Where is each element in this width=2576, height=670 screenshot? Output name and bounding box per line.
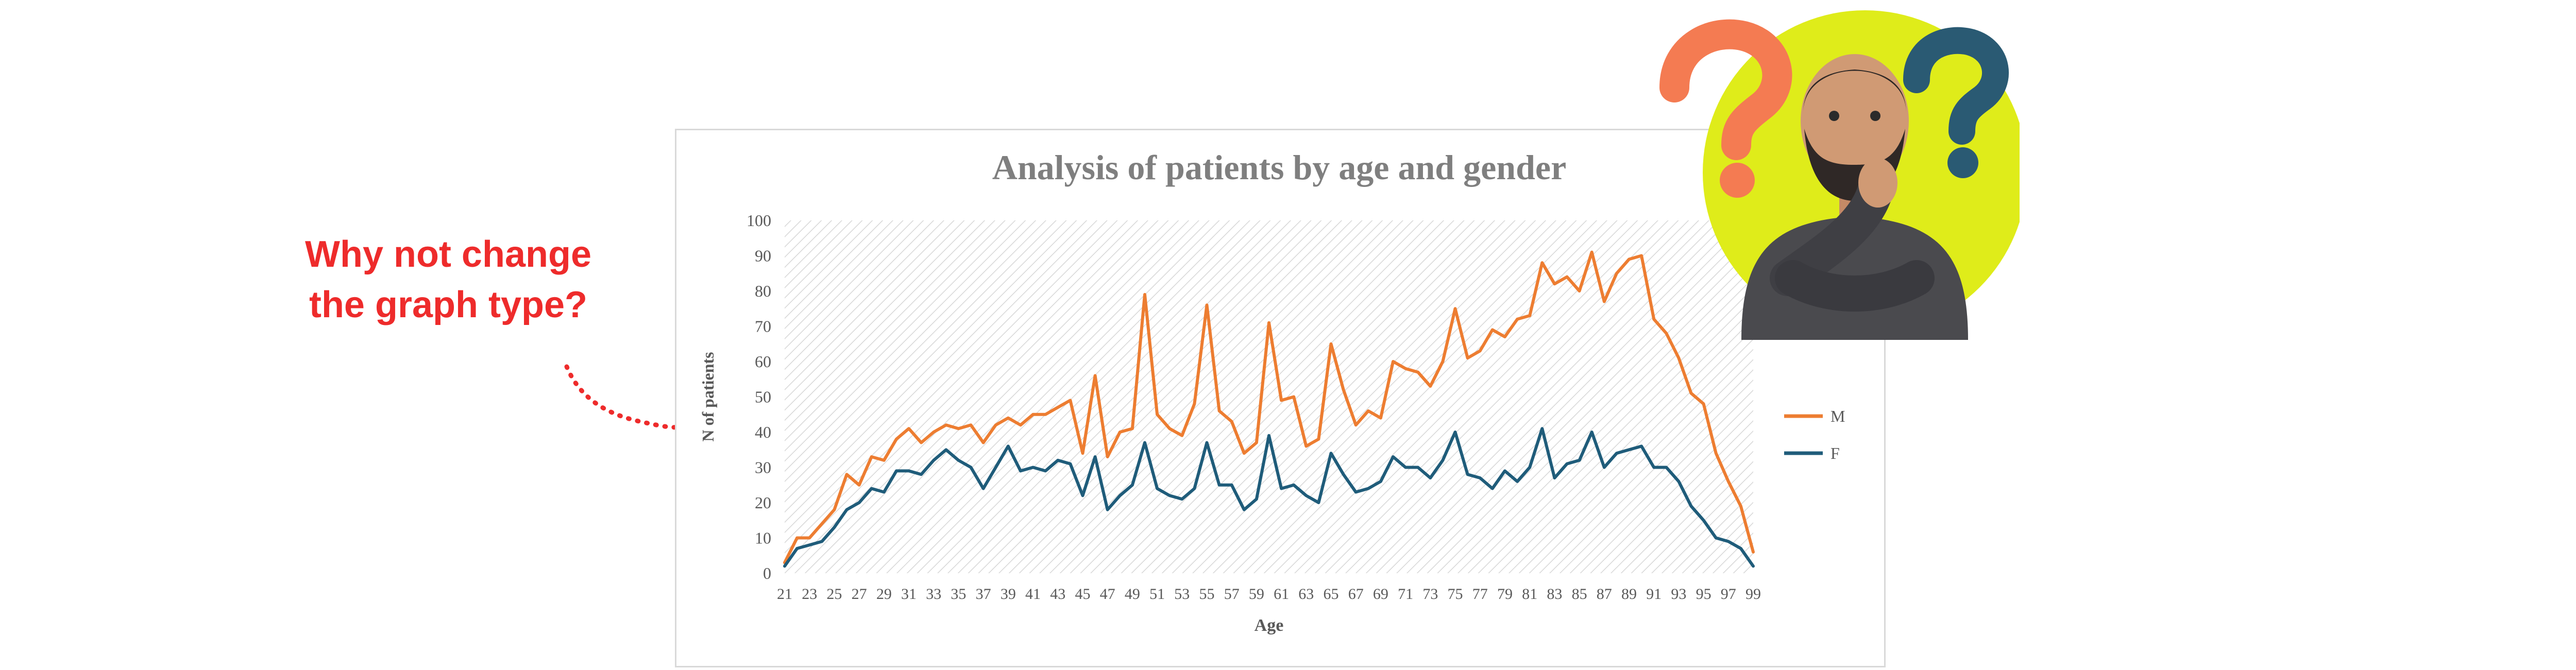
y-tick-label: 70 bbox=[755, 317, 771, 336]
thinking-man-illustration bbox=[1659, 10, 2020, 340]
x-tick-label: 69 bbox=[1373, 586, 1388, 603]
x-tick-label: 99 bbox=[1745, 586, 1761, 603]
series-line-f bbox=[783, 427, 1755, 568]
x-tick-label: 81 bbox=[1522, 586, 1537, 603]
x-tick-label: 43 bbox=[1050, 586, 1065, 603]
x-tick-label: 95 bbox=[1696, 586, 1711, 603]
series-lines bbox=[783, 250, 1755, 568]
dotted-arrow bbox=[564, 364, 685, 430]
x-tick-label: 49 bbox=[1125, 586, 1140, 603]
x-tick-label: 65 bbox=[1324, 586, 1339, 603]
line-chart: Analysis of patients by age and gender 0… bbox=[699, 148, 1845, 635]
x-tick-label: 79 bbox=[1497, 586, 1513, 603]
y-axis-label: N of patients bbox=[699, 352, 717, 441]
man-figure-icon bbox=[1741, 54, 1968, 340]
x-tick-label: 59 bbox=[1249, 586, 1264, 603]
x-axis-label: Age bbox=[1255, 616, 1284, 635]
y-tick-label: 10 bbox=[755, 529, 771, 547]
x-tick-label: 71 bbox=[1398, 586, 1413, 603]
y-tick-label: 40 bbox=[755, 423, 771, 441]
x-tick-label: 27 bbox=[852, 586, 867, 603]
x-tick-label: 21 bbox=[777, 586, 792, 603]
y-tick-label: 60 bbox=[755, 352, 771, 371]
x-tick-label: 25 bbox=[826, 586, 842, 603]
x-tick-label: 77 bbox=[1472, 586, 1488, 603]
x-tick-label: 67 bbox=[1348, 586, 1364, 603]
y-tick-label: 100 bbox=[747, 211, 771, 230]
x-tick-label: 39 bbox=[1001, 586, 1016, 603]
y-tick-label: 90 bbox=[755, 247, 771, 265]
x-axis: 21 23 25 27 29 31 33 35 37 39 41 43 45 47 49 51 53 55 57 59… bbox=[777, 586, 1761, 603]
x-tick-label: 37 bbox=[976, 586, 991, 603]
y-axis: 0 10 20 30 40 50 60 70 80 90 100 bbox=[747, 211, 771, 582]
question-mark-right-icon bbox=[1903, 27, 2009, 178]
legend-label-f: F bbox=[1831, 444, 1840, 462]
x-tick-label: 45 bbox=[1075, 586, 1090, 603]
x-tick-label: 35 bbox=[951, 586, 966, 603]
y-tick-label: 20 bbox=[755, 493, 771, 512]
series-line-m bbox=[783, 250, 1755, 564]
x-tick-label: 47 bbox=[1100, 586, 1115, 603]
x-tick-label: 33 bbox=[926, 586, 941, 603]
y-tick-label: 80 bbox=[755, 282, 771, 300]
callout-text: Why not change the graph type? bbox=[242, 229, 654, 330]
x-tick-label: 53 bbox=[1174, 586, 1190, 603]
legend: MF bbox=[1784, 407, 1845, 462]
x-tick-label: 41 bbox=[1025, 586, 1041, 603]
x-tick-label: 29 bbox=[876, 586, 892, 603]
x-tick-label: 75 bbox=[1448, 586, 1463, 603]
y-tick-label: 30 bbox=[755, 458, 771, 477]
x-tick-label: 73 bbox=[1422, 586, 1438, 603]
x-tick-label: 31 bbox=[901, 586, 917, 603]
question-mark-left-icon bbox=[1659, 19, 1792, 198]
x-tick-label: 91 bbox=[1646, 586, 1662, 603]
x-tick-label: 57 bbox=[1224, 586, 1240, 603]
chart-title: Analysis of patients by age and gender bbox=[992, 148, 1567, 187]
plot-area bbox=[785, 220, 1753, 573]
callout-line-1: Why not change bbox=[305, 234, 591, 275]
x-tick-label: 93 bbox=[1671, 586, 1686, 603]
callout-line-2: the graph type? bbox=[309, 284, 588, 325]
x-tick-label: 87 bbox=[1597, 586, 1612, 603]
x-tick-label: 55 bbox=[1199, 586, 1214, 603]
x-tick-label: 89 bbox=[1621, 586, 1637, 603]
y-tick-label: 50 bbox=[755, 388, 771, 406]
x-tick-label: 83 bbox=[1547, 586, 1562, 603]
x-tick-label: 23 bbox=[802, 586, 817, 603]
x-tick-label: 61 bbox=[1274, 586, 1289, 603]
x-tick-label: 85 bbox=[1572, 586, 1587, 603]
legend-label-m: M bbox=[1831, 407, 1845, 425]
x-tick-label: 51 bbox=[1149, 586, 1165, 603]
x-tick-label: 63 bbox=[1298, 586, 1314, 603]
chart-frame: Analysis of patients by age and gender 0… bbox=[675, 129, 1886, 667]
y-tick-label: 0 bbox=[763, 564, 771, 582]
x-tick-label: 97 bbox=[1721, 586, 1736, 603]
